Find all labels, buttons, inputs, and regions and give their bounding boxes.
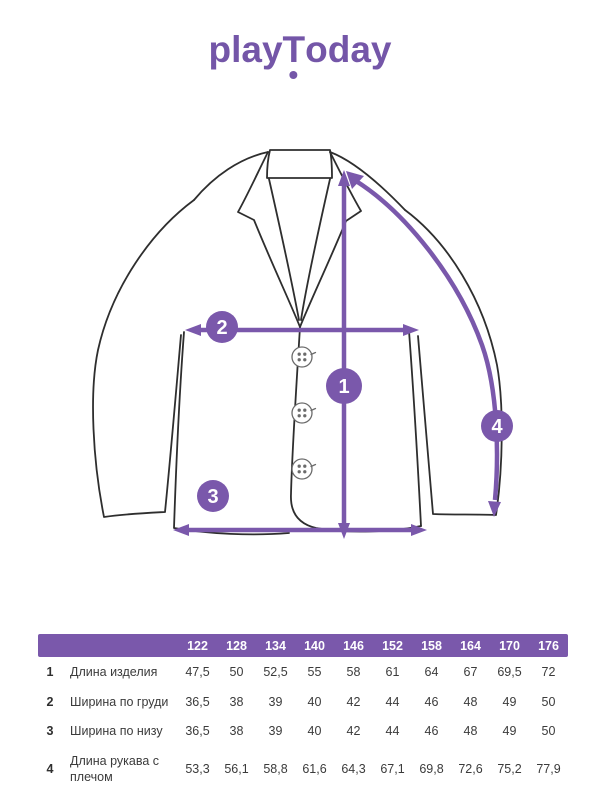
size-column-header: 134: [256, 634, 295, 657]
jacket-shoulder-right: [329, 151, 406, 211]
cell-value: 44: [385, 724, 400, 739]
marker-badge-2: 2: [206, 311, 238, 343]
cell-value: 42: [346, 694, 361, 709]
cell-value: 50: [541, 724, 556, 739]
cell-value: 55: [307, 665, 322, 679]
button-icon: [291, 458, 317, 480]
cell-value: 61,6: [302, 761, 327, 776]
cell-value: 38: [229, 694, 244, 709]
size-column-header: 140: [295, 634, 334, 657]
jacket-sleeve-left: [92, 199, 195, 518]
brand-logo: playT oday: [0, 28, 600, 79]
size-column-header: 170: [490, 634, 529, 657]
cell-value: 56,1: [224, 761, 249, 776]
row-label: Длина изделия: [70, 665, 158, 679]
logo-dot: [289, 71, 298, 79]
table-row: 4 Длина рукава с плечом 53,3 56,1 58,8 6…: [38, 746, 568, 791]
row-label: Ширина по низу: [70, 724, 163, 739]
size-column-header: 128: [217, 634, 256, 657]
cell-value: 49: [502, 724, 517, 739]
jacket-collar: [266, 149, 333, 179]
size-table: 122 128 134 140 146 152 158 164 170 176 …: [38, 634, 568, 791]
marker-badge-3: 3: [197, 480, 229, 512]
size-column-header: 146: [334, 634, 373, 657]
size-column-header: 158: [412, 634, 451, 657]
cell-value: 67,1: [380, 761, 405, 776]
row-label: Длина рукава с плечом: [70, 753, 160, 784]
marker-label-2: 2: [216, 317, 227, 339]
jacket-body-right: [408, 330, 422, 527]
cell-value: 39: [268, 694, 283, 709]
marker-label-3: 3: [207, 486, 218, 508]
cell-value: 49: [502, 694, 517, 709]
cell-value: 48: [463, 724, 478, 739]
cell-value: 47,5: [185, 665, 210, 679]
cell-value: 64,3: [341, 761, 366, 776]
jacket-lapel-left: [237, 151, 301, 328]
cell-value: 77,9: [536, 761, 561, 776]
size-column-header: 164: [451, 634, 490, 657]
cell-value: 40: [307, 724, 322, 739]
table-row: 3 Ширина по низу 36,5 38 39 40 42 44 46 …: [38, 716, 568, 746]
marker-label-4: 4: [491, 416, 503, 438]
jacket-body-left: [173, 331, 290, 536]
cell-value: 36,5: [185, 724, 210, 739]
measure-arrow-bottom: [173, 524, 427, 536]
cell-value: 64: [424, 665, 439, 679]
cell-value: 53,3: [185, 761, 210, 776]
logo-text-oday: oday: [305, 29, 392, 70]
cell-value: 48: [463, 694, 478, 709]
row-number: 1: [46, 665, 54, 679]
size-header-spacer: [38, 634, 178, 657]
cell-value: 75,2: [497, 761, 522, 776]
jacket-measurement-diagram: 1 2 3 4: [92, 149, 513, 539]
table-row: 1 Длина изделия 47,5 50 52,5 55 58 61 64…: [38, 657, 568, 687]
cell-value: 38: [229, 724, 244, 739]
jacket-shoulder-left: [193, 151, 269, 201]
size-header-row: 122 128 134 140 146 152 158 164 170 176: [38, 634, 568, 657]
cell-value: 72: [541, 665, 556, 679]
cell-value: 69,5: [497, 665, 522, 679]
cell-value: 72,6: [458, 761, 483, 776]
cell-value: 39: [268, 724, 283, 739]
row-number: 3: [46, 724, 54, 739]
marker-label-1: 1: [338, 376, 349, 398]
marker-badge-1: 1: [326, 368, 362, 404]
cell-value: 69,8: [419, 761, 444, 776]
jacket-sleeve-right: [404, 209, 503, 516]
button-icon: [291, 346, 317, 368]
cell-value: 40: [307, 694, 322, 709]
table-row: 2 Ширина по груди 36,5 38 39 40 42 44 46…: [38, 687, 568, 717]
jacket-buttons: [291, 346, 317, 480]
cell-value: 44: [385, 694, 400, 709]
logo-letter-t: T: [283, 28, 305, 79]
row-number: 4: [46, 761, 54, 776]
cell-value: 46: [424, 724, 439, 739]
measure-arrow-sleeve: [346, 171, 501, 517]
cell-value: 50: [229, 665, 244, 679]
row-number: 2: [46, 694, 54, 709]
cell-value: 61: [385, 665, 400, 679]
cell-value: 58,8: [263, 761, 288, 776]
jacket-drawing: [92, 149, 503, 536]
row-label: Ширина по груди: [70, 694, 169, 709]
size-column-header: 176: [529, 634, 568, 657]
size-column-header: 152: [373, 634, 412, 657]
cell-value: 58: [346, 665, 361, 679]
cell-value: 52,5: [263, 665, 288, 679]
logo-text-play: play: [208, 29, 283, 70]
size-table-section: 122 128 134 140 146 152 158 164 170 176 …: [38, 634, 568, 791]
measure-arrow-length: [338, 170, 350, 539]
size-column-header: 122: [178, 634, 217, 657]
cell-value: 67: [463, 665, 478, 679]
cell-value: 46: [424, 694, 439, 709]
measurement-arrows: 1 2 3 4: [173, 170, 513, 539]
cell-value: 42: [346, 724, 361, 739]
cell-value: 36,5: [185, 694, 210, 709]
cell-value: 50: [541, 694, 556, 709]
button-icon: [291, 402, 317, 424]
marker-badge-4: 4: [481, 410, 513, 442]
